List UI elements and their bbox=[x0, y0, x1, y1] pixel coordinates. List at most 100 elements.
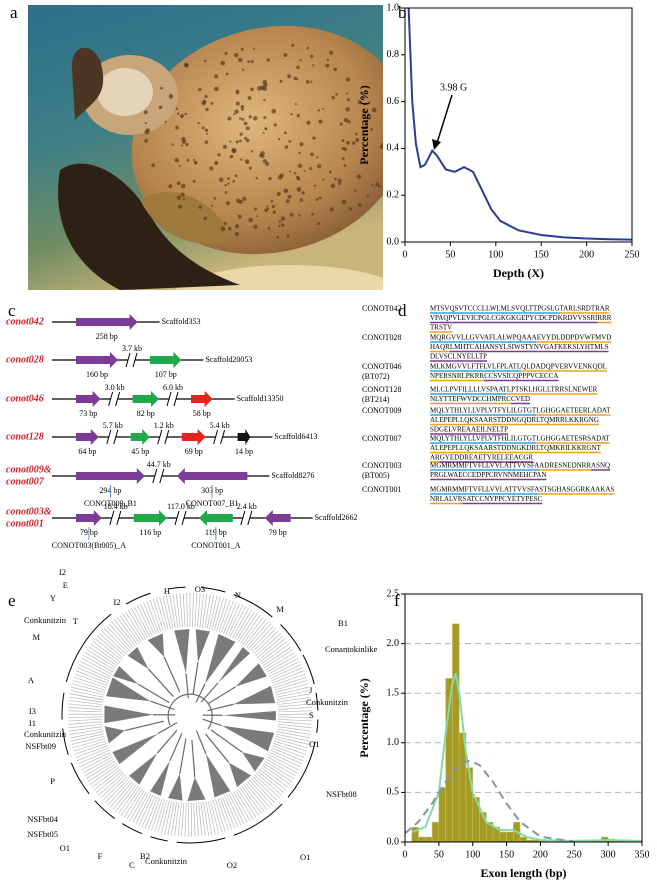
leaf-label bbox=[69, 728, 104, 735]
shell-spot bbox=[313, 184, 317, 187]
panel-label: c bbox=[8, 301, 16, 320]
shell-spot bbox=[144, 121, 147, 125]
sequence-segment: ALEPEPLLQKSAARSTDDNGQDRLTQMRRLKKRGNG bbox=[430, 416, 599, 424]
clade-fan bbox=[168, 773, 183, 801]
shell-spot bbox=[204, 128, 209, 132]
shell-spot bbox=[283, 53, 288, 57]
leaf-label bbox=[72, 680, 106, 691]
leaf-label bbox=[72, 738, 106, 749]
sequence-segment: MLCLPVFILLLLVSPAAT bbox=[430, 386, 508, 394]
leaf-label bbox=[228, 793, 245, 825]
leaf-label bbox=[147, 797, 161, 830]
sequence-segment: MTSVQSVTCCCLLWLMLSVQLTTPGSLG bbox=[430, 305, 560, 313]
shell-spot bbox=[310, 54, 314, 59]
shell-spot bbox=[318, 196, 322, 200]
shell-spot bbox=[278, 137, 281, 141]
leaf-label bbox=[209, 595, 218, 630]
gene-label: conot001 bbox=[6, 518, 44, 529]
leaf-label bbox=[68, 710, 103, 713]
histogram-bar bbox=[425, 836, 433, 843]
gap-slash bbox=[132, 352, 138, 368]
shell-spot bbox=[294, 103, 297, 106]
clade-fan bbox=[235, 663, 267, 687]
sequence-segment: NPERSNRLPKRR bbox=[430, 372, 484, 380]
clade-fan bbox=[233, 685, 276, 705]
sequence-segment: LGHGGAETEERLADAT bbox=[536, 407, 611, 415]
clade-label: M bbox=[32, 632, 40, 642]
leaf-label bbox=[242, 617, 264, 645]
clade-arc bbox=[62, 728, 69, 755]
annotation: 3.98 G bbox=[440, 82, 467, 93]
leaf-label bbox=[193, 802, 196, 837]
y-axis-label: Percentage (%) bbox=[357, 85, 371, 164]
shell-spot bbox=[220, 60, 226, 66]
gap-break bbox=[111, 515, 119, 521]
leaf-label bbox=[218, 599, 231, 633]
sequence-segment: MQLYTHLYLLVPLVTFYLILGTGT bbox=[430, 407, 537, 415]
leaf-label bbox=[125, 611, 144, 641]
clade-arc bbox=[201, 586, 226, 593]
leaf-label bbox=[272, 745, 305, 758]
shell-spot bbox=[181, 144, 184, 147]
leaf-label bbox=[102, 776, 128, 801]
gap-size: 3.0 kb bbox=[105, 383, 125, 392]
gap-break bbox=[110, 396, 118, 402]
leaf-label bbox=[89, 764, 118, 785]
leaf-label bbox=[92, 640, 121, 663]
leaf-label bbox=[115, 784, 137, 812]
shell-spot bbox=[184, 112, 187, 116]
gap-slash bbox=[159, 468, 165, 484]
leaf-label bbox=[68, 703, 103, 708]
leaf-label bbox=[211, 596, 221, 630]
leaf-label bbox=[76, 670, 109, 684]
clade-label: O2 bbox=[227, 860, 237, 870]
shell-spot bbox=[290, 113, 293, 116]
shell-spot bbox=[253, 207, 257, 211]
gap-size: 6.0 kb bbox=[163, 383, 183, 392]
gap-slash bbox=[115, 391, 121, 407]
leaf-label bbox=[273, 676, 307, 689]
leaf-label bbox=[68, 723, 103, 729]
leaf-label bbox=[243, 784, 265, 812]
shell-spot bbox=[250, 150, 254, 153]
shell-spot bbox=[175, 107, 179, 110]
y-tick-label: 1.0 bbox=[387, 737, 400, 748]
leaf-label bbox=[151, 798, 163, 831]
gap-size: 5.7 kb bbox=[103, 421, 123, 430]
gap-size: 3.7 kb bbox=[122, 344, 142, 353]
leaf-label bbox=[270, 667, 303, 682]
leaf-label bbox=[157, 799, 168, 833]
shell-spot bbox=[303, 169, 306, 172]
shell-spot bbox=[180, 192, 185, 197]
shell-spot bbox=[266, 205, 269, 208]
clade-arc bbox=[61, 692, 65, 720]
leaf-label bbox=[156, 597, 167, 631]
leaf-label bbox=[71, 683, 106, 693]
clade-label: NSFbt08 bbox=[326, 789, 357, 799]
shell-spot bbox=[357, 203, 362, 207]
clade-fan bbox=[195, 629, 210, 663]
sequence-segment: MGMRMMFTVFLLVVLATTVVSFA bbox=[430, 486, 539, 494]
gap-slash bbox=[181, 510, 187, 526]
leaf-label bbox=[69, 696, 103, 703]
sequence-segment: TARLSRDTRAR bbox=[560, 305, 610, 313]
clade-label: O1 bbox=[309, 739, 319, 749]
shell-spot bbox=[305, 79, 310, 84]
leaf-label bbox=[267, 658, 299, 675]
leaf-label bbox=[219, 797, 233, 830]
leaf-label bbox=[126, 790, 145, 820]
histogram-bar bbox=[506, 831, 514, 843]
leaf-label bbox=[68, 706, 103, 710]
branch bbox=[207, 686, 236, 705]
leaf-label bbox=[101, 630, 127, 655]
clade-fan bbox=[242, 752, 265, 772]
shell-spot bbox=[205, 107, 209, 112]
leaf-label bbox=[174, 802, 180, 837]
shell-spot bbox=[158, 105, 163, 110]
shell-spot bbox=[265, 161, 270, 167]
leaf-label bbox=[216, 598, 228, 632]
shell-spot bbox=[239, 132, 243, 136]
shell-spot bbox=[240, 158, 243, 161]
shell-spot bbox=[240, 105, 245, 109]
leaf-label bbox=[85, 760, 116, 780]
